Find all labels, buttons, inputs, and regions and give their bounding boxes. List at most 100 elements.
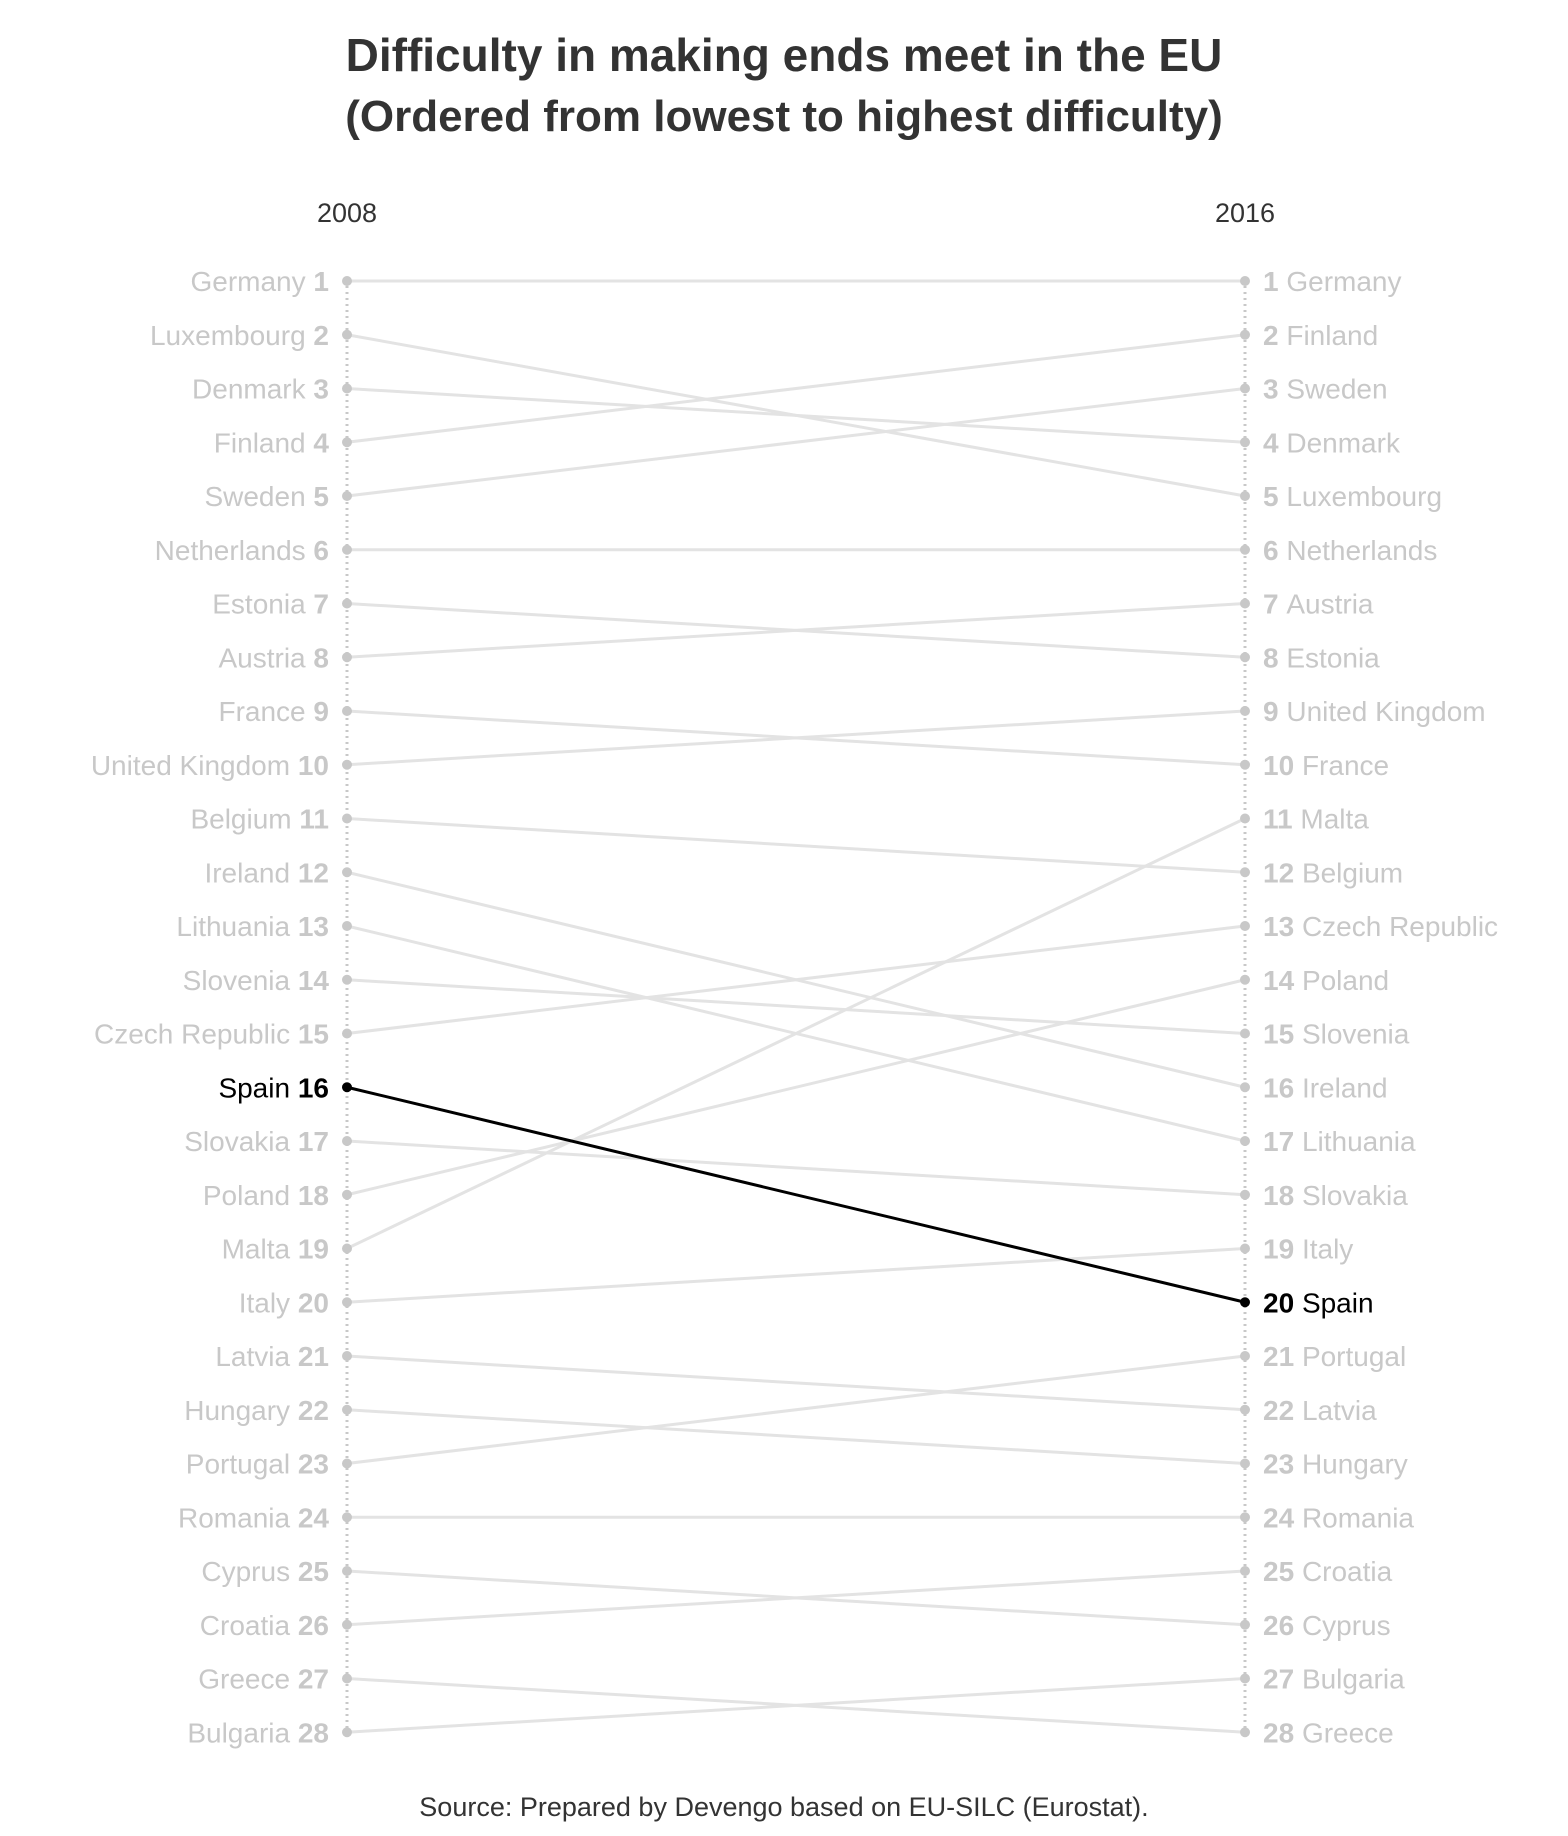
label-2008-rank: 15 [298, 1019, 329, 1050]
slope-line-portugal [346, 1354, 1246, 1465]
label-2008-luxembourg: Luxembourg 2 [150, 320, 329, 351]
label-2016-rank: 12 [1263, 857, 1302, 888]
point-2008-hungary [342, 1404, 352, 1415]
label-2008-name: Slovakia [184, 1126, 298, 1157]
label-2008-rank: 18 [298, 1180, 329, 1211]
label-2008-germany: Germany 1 [190, 266, 329, 297]
label-2008-name: Cyprus [201, 1556, 297, 1587]
label-2008-ireland: Ireland 12 [204, 857, 329, 888]
label-2016-cyprus: 26 Cyprus [1263, 1610, 1391, 1641]
label-2008-rank: 8 [313, 642, 329, 673]
label-2016-name: Germany [1286, 266, 1401, 297]
point-2008-slovenia [342, 974, 352, 985]
slope-line-austria [346, 602, 1246, 659]
label-2008-rank: 25 [298, 1556, 329, 1587]
point-2008-ireland [342, 867, 352, 878]
label-2016-rank: 4 [1263, 427, 1286, 458]
label-2016-rank: 2 [1263, 320, 1286, 351]
point-2008-united-kingdom [342, 759, 352, 770]
label-2008-name: Finland [214, 427, 314, 458]
slope-line-latvia [346, 1354, 1246, 1412]
label-2016-germany: 1 Germany [1263, 266, 1402, 297]
label-2008-name: Denmark [192, 374, 313, 405]
label-2008-malta: Malta 19 [222, 1234, 329, 1265]
point-2016-portugal [1240, 1351, 1250, 1361]
chart-title: Difficulty in making ends meet in the EU [345, 29, 1223, 81]
point-2008-germany [342, 276, 352, 286]
label-2016-name: Slovakia [1302, 1180, 1408, 1211]
point-2016-croatia [1240, 1566, 1250, 1576]
label-2008-name: France [218, 696, 313, 727]
label-2016-rank: 14 [1263, 965, 1302, 996]
label-2008-rank: 5 [313, 481, 329, 512]
label-2016-name: France [1302, 750, 1389, 781]
label-2008-rank: 24 [298, 1502, 330, 1533]
label-2008-rank: 28 [298, 1717, 329, 1748]
label-2016-name: United Kingdom [1286, 696, 1485, 727]
label-2016-spain: 20 Spain [1263, 1287, 1374, 1318]
label-2008-name: Ireland [204, 857, 297, 888]
slope-line-poland [346, 978, 1246, 1197]
label-2008-name: Luxembourg [150, 320, 313, 351]
label-2008-latvia: Latvia 21 [215, 1341, 329, 1372]
label-2016-rank: 28 [1263, 1717, 1302, 1748]
point-2008-portugal [342, 1458, 352, 1469]
label-2016-name: Poland [1302, 965, 1389, 996]
label-2008-name: Slovenia [183, 965, 298, 996]
label-2016-poland: 14 Poland [1263, 965, 1389, 996]
point-2016-denmark [1240, 437, 1250, 448]
label-2008-denmark: Denmark 3 [192, 374, 329, 405]
label-2016-latvia: 22 Latvia [1263, 1395, 1377, 1426]
label-2008-rank: 16 [298, 1072, 329, 1103]
label-2008-name: Malta [222, 1234, 298, 1265]
label-2008-name: Hungary [184, 1395, 298, 1426]
label-2008-name: Lithuania [176, 911, 297, 942]
label-2008-slovenia: Slovenia 14 [183, 965, 330, 996]
label-2016-name: Cyprus [1302, 1610, 1391, 1641]
label-2016-rank: 9 [1263, 696, 1286, 727]
label-2008-romania: Romania 24 [178, 1502, 329, 1533]
point-2008-spain [342, 1082, 352, 1093]
label-2016-rank: 25 [1263, 1556, 1302, 1587]
label-2016-rank: 21 [1263, 1341, 1302, 1372]
label-2016-rank: 15 [1263, 1019, 1302, 1050]
slope-line-italy [346, 1247, 1246, 1304]
slope-line-denmark [346, 387, 1246, 444]
point-2016-france [1240, 759, 1250, 770]
label-2016-rank: 11 [1263, 804, 1300, 835]
label-2008-croatia: Croatia 26 [200, 1610, 329, 1641]
point-2016-germany [1240, 276, 1250, 286]
label-2008-finland: Finland 4 [214, 427, 330, 458]
label-2008-name: United Kingdom [91, 750, 298, 781]
slope-line-slovenia [346, 978, 1246, 1035]
label-2008-rank: 12 [298, 857, 329, 888]
point-2008-slovakia [342, 1136, 352, 1146]
label-2016-name: Netherlands [1286, 535, 1437, 566]
label-2016-name: Ireland [1302, 1072, 1388, 1103]
label-2016-name: Lithuania [1302, 1126, 1416, 1157]
label-2016-romania: 24 Romania [1263, 1502, 1414, 1533]
label-2008-name: Belgium [190, 804, 299, 835]
label-2016-rank: 7 [1263, 589, 1286, 620]
label-2008-name: Sweden [204, 481, 313, 512]
label-2016-name: Spain [1302, 1287, 1374, 1318]
label-2016-malta: 11 Malta [1263, 804, 1369, 835]
label-2008-rank: 23 [298, 1449, 329, 1480]
label-2008-name: Czech Republic [94, 1019, 298, 1050]
label-2008-slovakia: Slovakia 17 [184, 1126, 329, 1157]
label-2008-united-kingdom: United Kingdom 10 [91, 750, 329, 781]
label-2016-rank: 26 [1263, 1610, 1302, 1641]
point-2016-slovenia [1240, 1028, 1250, 1039]
label-2016-slovakia: 18 Slovakia [1263, 1180, 1408, 1211]
label-2016-name: Estonia [1286, 642, 1380, 673]
label-2008-estonia: Estonia 7 [212, 589, 329, 620]
label-2008-sweden: Sweden 5 [204, 481, 329, 512]
point-2008-netherlands [342, 544, 352, 555]
label-2016-name: Bulgaria [1302, 1664, 1405, 1695]
label-2008-rank: 13 [298, 911, 329, 942]
point-2016-estonia [1240, 652, 1250, 663]
label-2016-portugal: 21 Portugal [1263, 1341, 1406, 1372]
label-2008-rank: 22 [298, 1395, 329, 1426]
